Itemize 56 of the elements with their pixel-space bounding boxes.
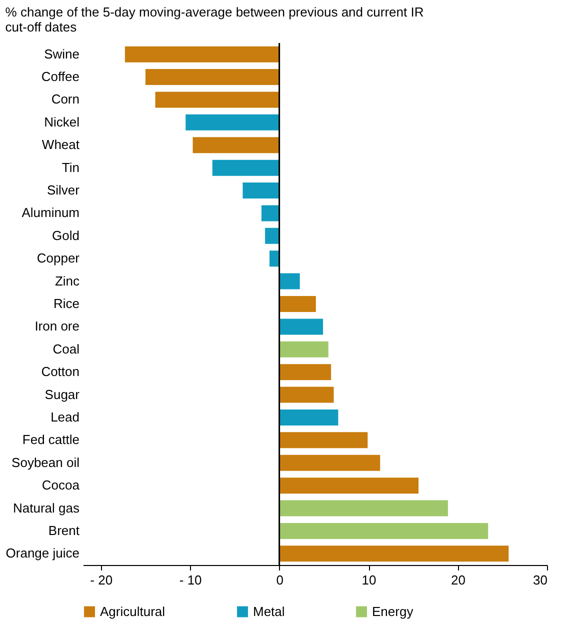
y-tick-label: Coal [52,341,80,356]
y-tick-label: Silver [46,182,80,198]
bar [279,386,334,403]
bar [279,318,324,335]
y-tick-label: Nickel [44,114,80,130]
bar [279,432,368,448]
bar [212,160,280,176]
y-tick-label: Soybean oil [12,454,80,470]
bar [279,364,332,380]
y-tick-label: Cotton [41,364,80,380]
y-tick-label: Sugar [44,386,80,402]
y-tick-label: Lead [50,409,80,424]
bar [279,273,300,290]
y-tick-label: Iron ore [34,318,80,334]
bar [265,228,280,244]
bar [279,522,488,539]
legend-label: Energy [372,604,414,619]
bar [279,500,448,516]
legend-label: Agricultural [100,604,166,619]
y-tick-label: Fed cattle [22,432,80,448]
bar [186,114,280,130]
x-tick-label: - 20 [90,572,113,588]
y-tick-label: Rice [53,296,80,311]
bar [145,69,280,86]
y-tick-label: Orange juice [6,546,80,561]
x-tick-label: 20 [451,572,466,588]
y-tick-label: Natural gas [13,500,80,516]
y-tick-label: Wheat [42,137,80,152]
bar [155,92,280,108]
x-tick-label: 10 [362,572,376,588]
bar [192,137,280,154]
bar [124,46,280,62]
x-tick-label: - 10 [179,572,202,588]
x-tick-label: 0 [276,572,284,588]
bar [279,454,380,471]
bar [279,546,509,562]
bar [269,250,280,267]
y-tick-label: Corn [51,92,80,107]
y-tick-label: Copper [36,250,80,266]
y-tick-label: Swine [44,46,80,62]
y-tick-label: Zinc [54,273,80,288]
y-tick-label: Gold [52,228,80,243]
bar [279,341,328,358]
x-tick-label: 30 [533,572,548,588]
bar [279,478,419,494]
y-tick-label: Aluminum [22,205,80,220]
y-tick-label: Coffee [41,69,80,84]
y-tick-label: Brent [48,522,80,538]
y-tick-label: Tin [62,160,80,175]
bar [261,205,280,222]
bar [242,182,280,199]
bar [279,409,338,426]
legend-label: Metal [253,604,285,619]
chart-title: % change of the 5-day moving-average between previous and current IR cut-off dates [5,4,424,34]
y-tick-label: Cocoa [42,478,80,493]
bar [279,296,316,312]
